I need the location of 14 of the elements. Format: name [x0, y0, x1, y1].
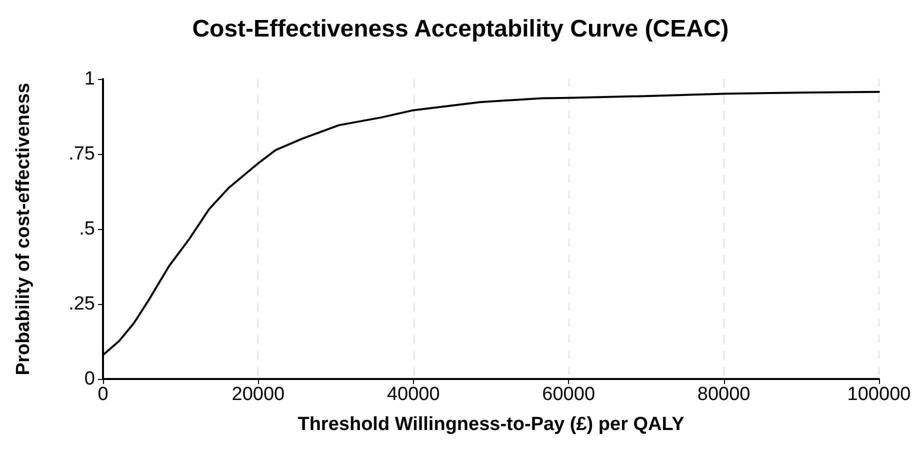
x-tick-label: 100000: [847, 384, 911, 405]
x-tick-label: 60000: [542, 384, 596, 405]
y-tick-label: .25: [68, 294, 95, 314]
y-tick-label: .75: [68, 144, 95, 164]
y-tick-label: 1: [84, 68, 95, 90]
y-tick-label: 0: [84, 368, 95, 390]
chart-title: Cost-Effectiveness Acceptability Curve (CEAC): [192, 16, 729, 42]
x-tick-label: 0: [98, 384, 108, 405]
y-axis-title: Probability of cost-effectiveness: [13, 82, 34, 376]
x-axis-title: Threshold Willingness-to-Pay (£) per QALY: [298, 414, 685, 435]
x-tick-label: 40000: [386, 384, 440, 405]
x-tick-label: 20000: [232, 384, 285, 405]
x-tick-label: 80000: [697, 384, 750, 405]
y-tick-label: .5: [79, 218, 95, 240]
